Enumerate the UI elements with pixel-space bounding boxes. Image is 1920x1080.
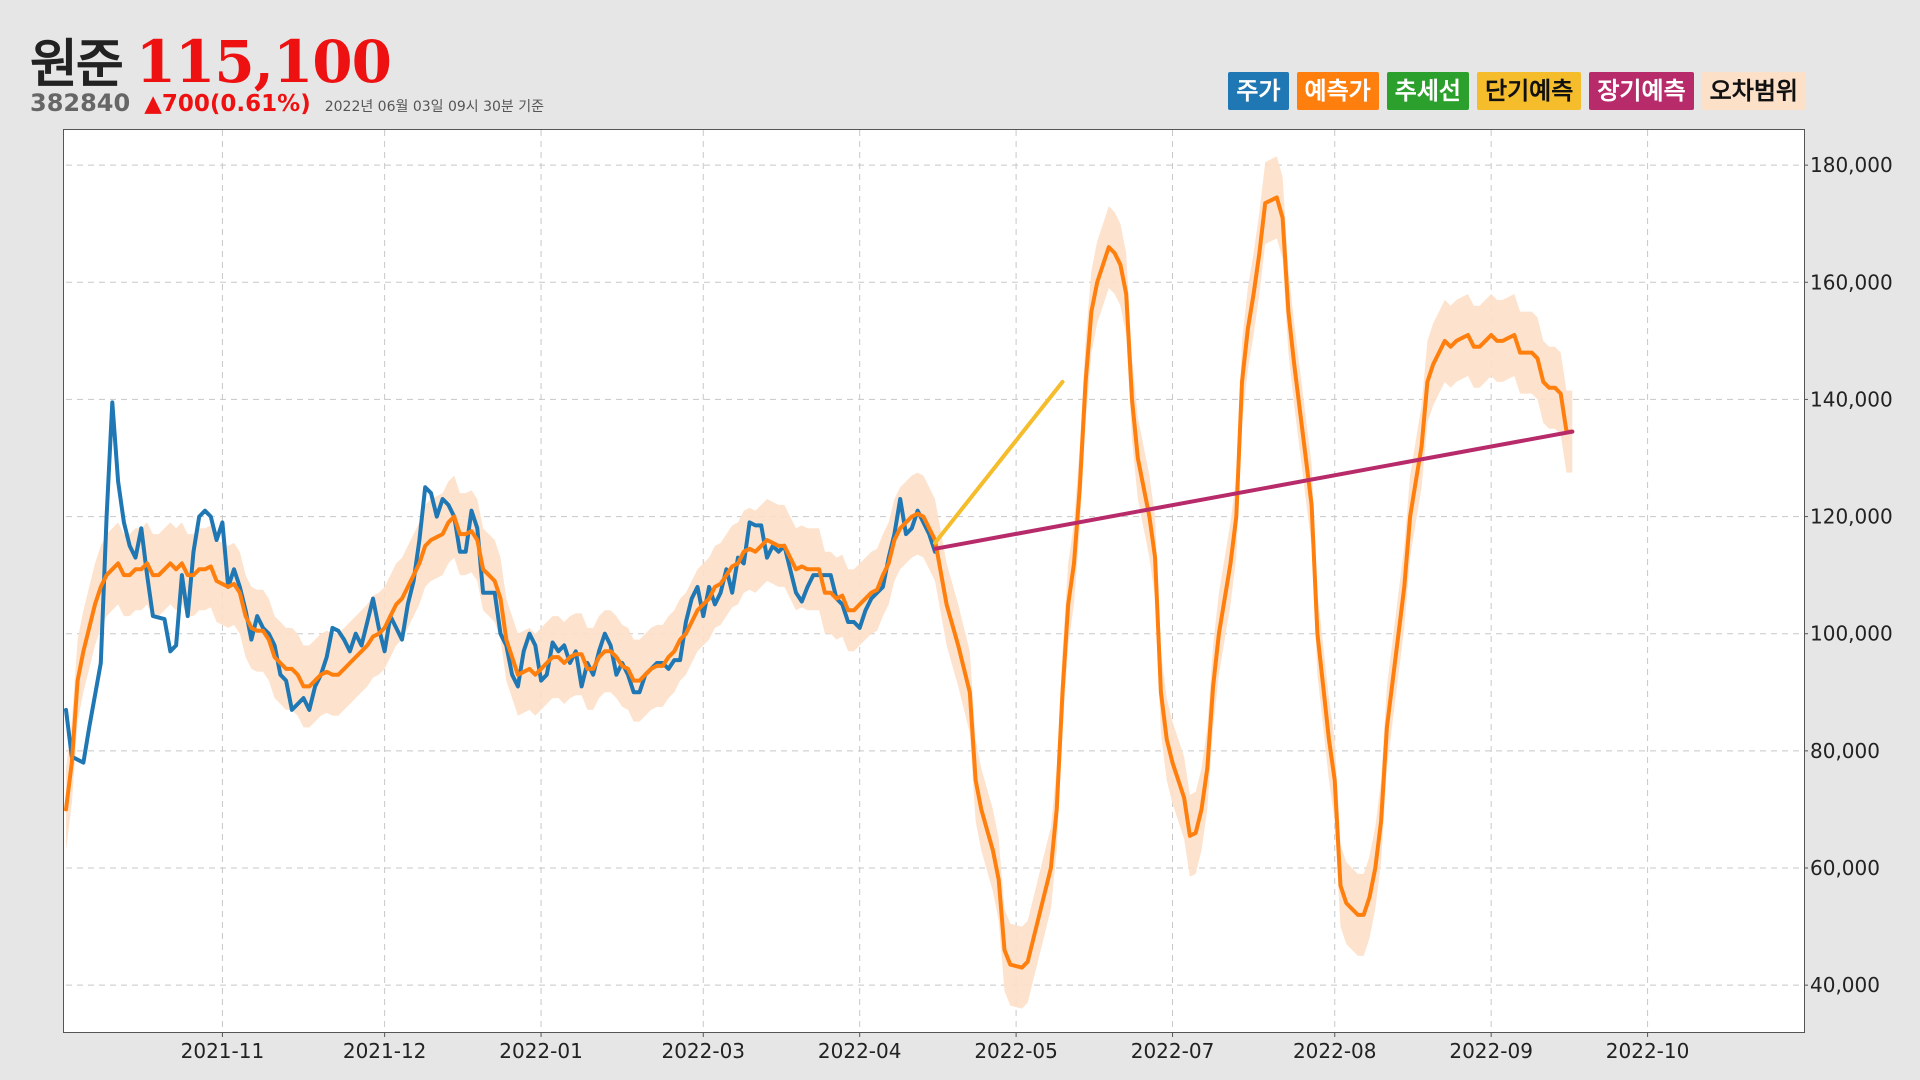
- predicted-price-line: [64, 195, 1575, 970]
- short-term-forecast-line: [933, 379, 1065, 545]
- legend-item-predicted-price[interactable]: 예측가: [1296, 72, 1379, 110]
- y-tick-label: 160,000: [1810, 270, 1893, 294]
- long-term-forecast-line: [933, 429, 1575, 551]
- stock-change: ▲700(0.61%): [144, 91, 311, 117]
- legend-item-stock-price[interactable]: 주가: [1228, 72, 1289, 110]
- x-tick-label: 2022-05: [974, 1039, 1058, 1063]
- y-tick-label: 120,000: [1810, 505, 1893, 529]
- sub-row: 382840 ▲700(0.61%) 2022년 06월 03일 09시 30분…: [30, 89, 544, 117]
- stock-timestamp: 2022년 06월 03일 09시 30분 기준: [324, 99, 545, 115]
- x-tick-label: 2022-08: [1293, 1039, 1377, 1063]
- stock-code: 382840: [30, 89, 131, 117]
- x-tick-label: 2022-03: [661, 1039, 745, 1063]
- legend-item-short-term-forecast[interactable]: 단기예측: [1477, 72, 1582, 110]
- y-tick-label: 40,000: [1810, 973, 1880, 997]
- legend-item-error-range[interactable]: 오차범위: [1701, 72, 1806, 110]
- stock-name: 원준: [30, 35, 124, 95]
- x-tick-label: 2022-01: [499, 1039, 583, 1063]
- x-tick-label: 2021-11: [181, 1039, 265, 1063]
- x-tick-label: 2022-07: [1131, 1039, 1215, 1063]
- y-tick-label: 100,000: [1810, 622, 1893, 646]
- stock-price: 115,100: [135, 28, 392, 96]
- stock-price-line: [64, 400, 937, 765]
- chart-header: 원준 115,100 382840 ▲700(0.61%) 2022년 06월 …: [30, 22, 544, 117]
- y-tick-label: 140,000: [1810, 387, 1893, 411]
- error-band-area: [66, 156, 1573, 1009]
- y-tick-label: 60,000: [1810, 856, 1880, 880]
- legend-item-long-term-forecast[interactable]: 장기예측: [1589, 72, 1694, 110]
- x-tick-label: 2022-04: [818, 1039, 902, 1063]
- legend-item-trend-line[interactable]: 추세선: [1386, 72, 1470, 110]
- plot-area: [63, 129, 1805, 1033]
- x-tick-label: 2022-09: [1449, 1039, 1533, 1063]
- x-tick-label: 2022-10: [1606, 1039, 1690, 1063]
- legend: 주가 예측가 추세선 단기예측 장기예측 오차범위: [1228, 72, 1806, 110]
- y-tick-label: 80,000: [1810, 739, 1880, 763]
- y-tick-label: 180,000: [1810, 153, 1893, 177]
- x-tick-label: 2021-12: [343, 1039, 427, 1063]
- title-row: 원준 115,100: [30, 22, 544, 97]
